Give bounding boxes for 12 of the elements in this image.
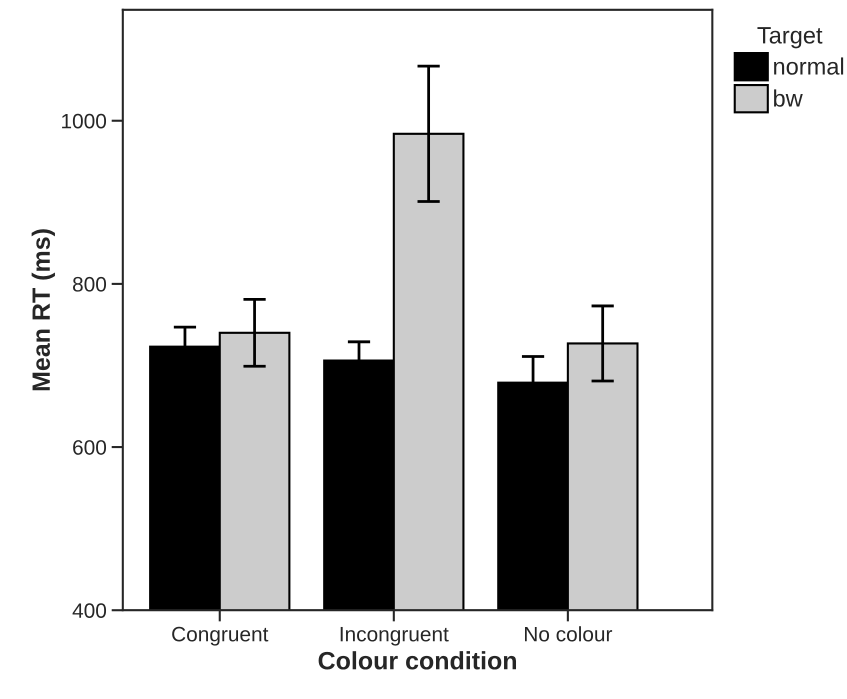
legend-label: normal — [774, 57, 844, 75]
y-axis-title: Mean RT (ms) — [32, 229, 55, 390]
x-tick-label: No colour — [524, 626, 612, 642]
y-tick-label: 1000 — [62, 114, 106, 128]
x-axis-title: Colour condition — [318, 651, 516, 670]
legend-title: Target — [757, 27, 822, 48]
y-tick-label: 800 — [72, 276, 106, 292]
x-tick-label: Incongruent — [340, 626, 449, 646]
legend-label: bw — [774, 89, 803, 107]
x-tick-label: Congruent — [172, 626, 268, 646]
y-tick-label: 600 — [73, 440, 106, 455]
y-tick-label: 400 — [72, 603, 106, 618]
